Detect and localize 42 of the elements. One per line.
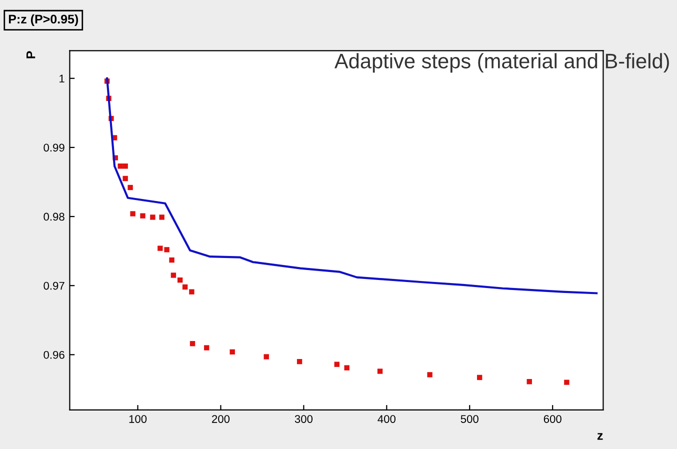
chart-title: P:z (P>0.95): [8, 14, 78, 26]
point: [164, 247, 170, 252]
annotation: Adaptive steps (material and B-field): [334, 53, 669, 73]
y-tick-label: 1: [60, 74, 64, 82]
point: [230, 349, 235, 355]
x-tick-label: 200: [212, 415, 230, 423]
point: [118, 163, 123, 169]
y-tick-label: 0.97: [44, 282, 64, 290]
point: [476, 374, 482, 380]
x-tick-label: 400: [378, 415, 396, 423]
point: [189, 289, 194, 294]
y-tick-label: 0.98: [44, 212, 64, 221]
point: [377, 368, 383, 374]
point: [128, 184, 133, 190]
point: [427, 372, 432, 378]
point: [140, 213, 146, 218]
point: [344, 365, 350, 370]
point: [159, 214, 164, 220]
point: [564, 380, 570, 385]
point: [264, 354, 269, 360]
y-axis-title: P: [26, 51, 36, 58]
point: [122, 163, 128, 169]
x-tick-label: 300: [294, 415, 313, 423]
y-tick-label: 0.96: [44, 350, 64, 359]
point: [122, 176, 128, 182]
point: [526, 379, 532, 384]
point: [170, 272, 176, 278]
point: [204, 345, 210, 350]
x-tick-label: 500: [460, 415, 478, 423]
x-axis-title: z: [597, 433, 603, 440]
x-tick-label: 600: [544, 415, 562, 423]
y-tick-label: 0.99: [44, 144, 64, 152]
point: [169, 257, 174, 263]
point: [177, 277, 183, 283]
point: [158, 246, 163, 251]
point: [150, 214, 156, 220]
point: [190, 341, 196, 346]
x-tick-label: 100: [129, 415, 147, 423]
point: [130, 211, 136, 216]
point: [334, 362, 340, 367]
point: [182, 284, 188, 290]
point: [296, 358, 302, 364]
